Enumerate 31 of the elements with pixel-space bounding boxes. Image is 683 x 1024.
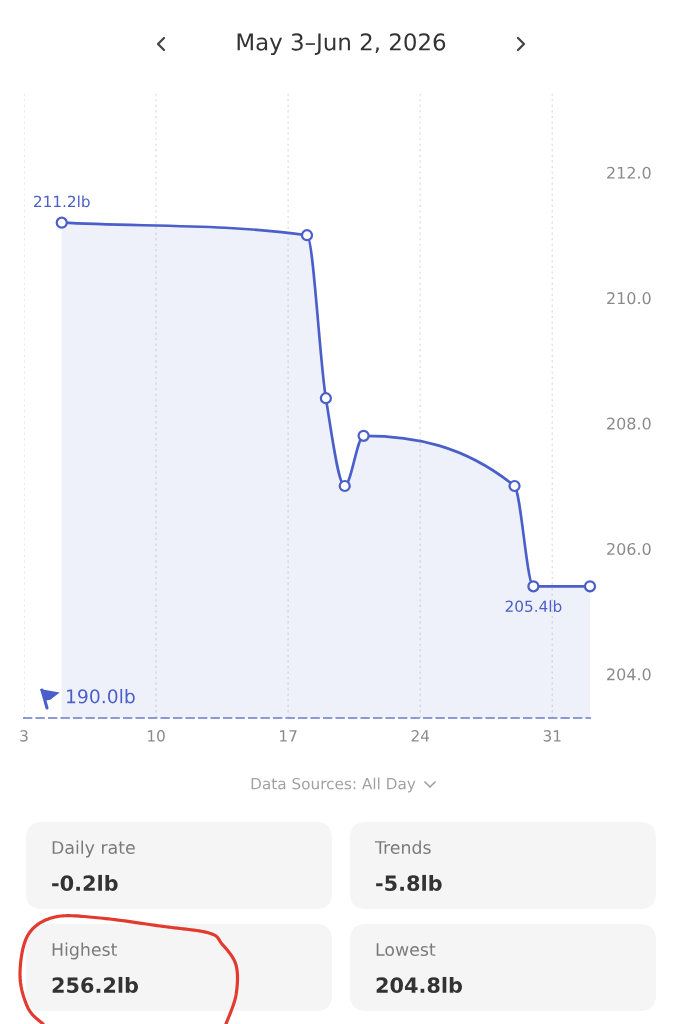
point: [300, 229, 314, 242]
text: Highest: [52, 942, 118, 960]
y-tick-label: 208.0: [607, 417, 651, 430]
text: 256.2lb: [52, 976, 139, 994]
y-tick-label: 212.0: [607, 166, 651, 179]
x-tick-label: 10: [148, 730, 165, 742]
annotation: 190.0lb: [67, 688, 135, 704]
text: 204.8lb: [376, 976, 463, 994]
point: [319, 392, 332, 405]
point: [338, 479, 351, 493]
text: Lowest: [376, 943, 436, 957]
data-label: 211.2lb: [34, 195, 90, 208]
y-tick-label: 204.0: [607, 668, 651, 681]
point: [527, 580, 540, 593]
point: [55, 216, 68, 229]
x-tick-label: 24: [411, 730, 430, 742]
y-tick-label: 210.0: [607, 292, 651, 305]
data-label: 205.4lb: [505, 600, 562, 613]
point: [357, 429, 370, 442]
x-tick-label: 31: [543, 730, 561, 742]
text: Daily rate: [52, 840, 135, 858]
point: [508, 479, 521, 493]
x-tick-label: 17: [280, 730, 297, 742]
text: -5.8lb: [376, 874, 442, 892]
text: Data Sources: All Day: [251, 777, 416, 793]
x-tick-label: 3: [20, 730, 28, 742]
text: Trends: [374, 840, 431, 855]
y-tick-label: 206.0: [607, 542, 651, 556]
point: [583, 580, 597, 593]
chart-title: May 3–Jun 2, 2026: [237, 33, 446, 56]
text: -0.2lb: [52, 874, 118, 892]
